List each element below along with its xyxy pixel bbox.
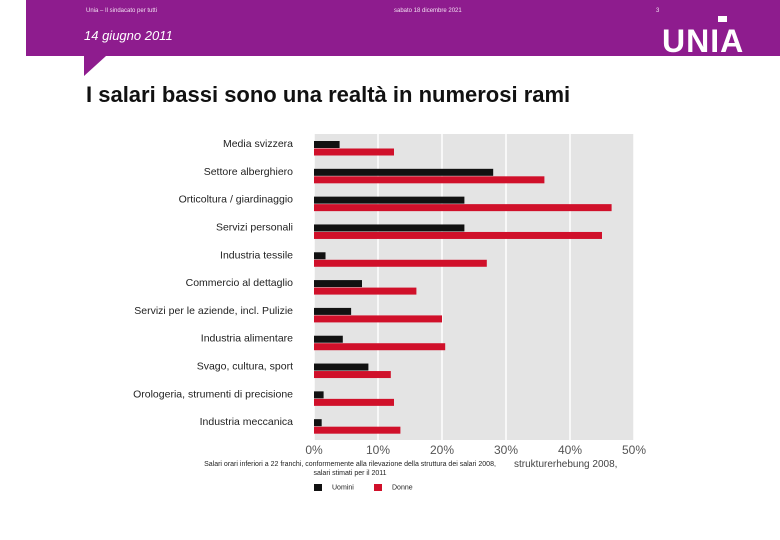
bar-uomini [314,280,362,288]
header-notch [84,56,106,76]
header-date-text: sabato 18 dicembre 2021 [394,8,462,14]
bar-donne [314,398,394,406]
chart-source: strukturerhebung 2008, [514,459,618,470]
bar-uomini [314,419,322,427]
legend-label-donne: Donne [392,484,413,492]
bar-uomini [314,224,465,232]
category-label: Industria meccanica [200,416,294,428]
x-tick-label: 50% [622,443,646,457]
category-label: Settore alberghiero [204,166,293,178]
bar-donne [314,287,417,295]
bar-donne [314,176,545,184]
bar-uomini [314,307,352,315]
legend-label-uomini: Uomini [332,484,354,492]
meeting-date: 14 giugno 2011 [84,28,173,43]
x-tick-label: 30% [494,443,518,457]
slide-title: I salari bassi sono una realtà in numero… [86,82,571,107]
x-tick-label: 20% [430,443,454,457]
page-number: 3 [656,8,660,14]
unia-logo: UNIA [662,16,744,56]
category-label: Media svizzera [223,138,293,150]
category-label: Commercio al dettaglio [186,277,294,289]
category-label: Svago, cultura, sport [197,361,293,373]
bar-uomini [314,391,324,399]
bar-donne [314,259,487,267]
x-tick-label: 40% [558,443,582,457]
x-tick-label: 10% [366,443,390,457]
x-tick-label: 0% [305,443,323,457]
logo-dot [718,16,727,22]
bar-donne [314,371,391,379]
bar-donne [314,231,602,239]
legend-item-donne: Donne [374,484,413,491]
bar-uomini [314,363,369,371]
plot-area [314,134,634,440]
bar-donne [314,148,394,156]
bar-donne [314,204,612,212]
bar-donne [314,343,446,351]
legend-swatch-donne [374,484,382,491]
category-label: Industria alimentare [201,333,293,345]
category-label: Industria tessile [220,249,293,261]
bar-uomini [314,196,465,204]
header-left-text: Unia – Il sindacato per tutti [86,8,158,14]
legend-item-uomini: Uomini [314,484,354,491]
bar-donne [314,426,401,434]
header-bar [26,0,780,56]
unia-logo-text: UNIA [662,23,744,56]
bar-uomini [314,335,343,343]
legend-swatch-uomini [314,484,322,491]
category-label: Orticoltura / giardinaggio [179,194,294,206]
category-label: Servizi per le aziende, incl. Pulizie [134,305,293,317]
bar-uomini [314,168,494,176]
chart-footnote: Salari orari inferiori a 22 franchi, con… [204,461,496,477]
bar-uomini [314,141,340,148]
bar-uomini [314,252,326,260]
bar-donne [314,315,442,323]
category-label: Orologeria, strumenti di precisione [133,388,293,400]
category-label: Servizi personali [216,221,293,233]
